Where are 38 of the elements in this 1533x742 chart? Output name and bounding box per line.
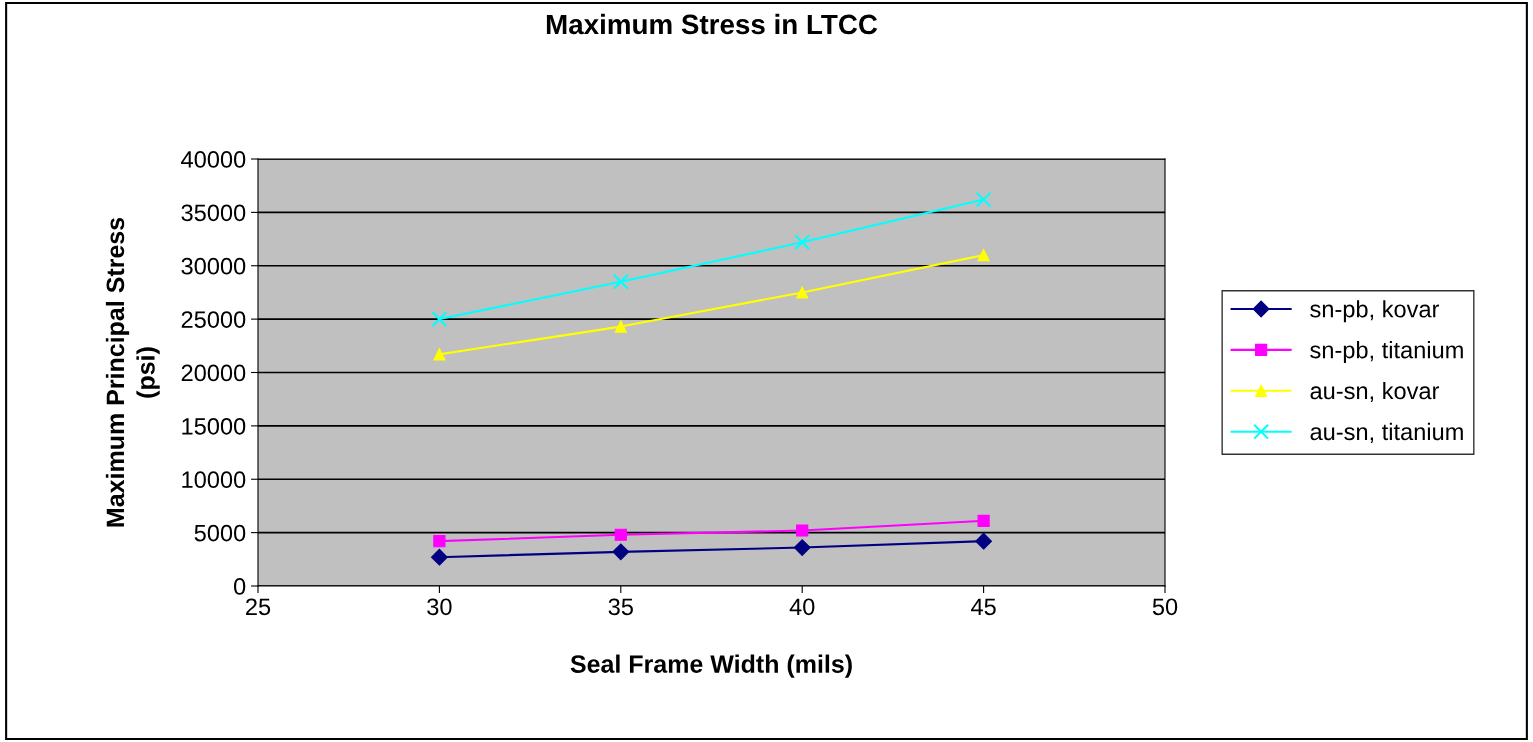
point — [977, 248, 990, 262]
y-tick-label: 5000 — [194, 524, 246, 542]
y-tick-label: 30000 — [181, 257, 246, 275]
x-tick-label: 30 — [427, 598, 452, 616]
y-tick-label: 40000 — [181, 151, 246, 168]
point — [793, 539, 811, 556]
point — [433, 535, 446, 548]
point — [430, 548, 448, 566]
point — [975, 532, 993, 550]
point — [796, 524, 809, 537]
legend-label: sn-pb, kovar — [1310, 300, 1440, 323]
legend-label: sn-pb, titanium — [1310, 341, 1463, 364]
point — [433, 348, 446, 361]
x-tick-label: 35 — [608, 598, 633, 616]
point — [614, 320, 627, 333]
x-tick-label: 40 — [789, 598, 815, 616]
point — [794, 234, 811, 251]
x-tick-label: 50 — [1152, 598, 1178, 616]
x-tick-label: 45 — [971, 598, 996, 616]
point — [614, 528, 627, 541]
y-axis-title: Maximum Principal Stress (psi) — [105, 217, 160, 527]
x-axis-title: Seal Frame Width (mils) — [570, 654, 852, 678]
y-tick-label: 35000 — [181, 204, 246, 222]
point — [612, 543, 630, 561]
y-tick-label: 10000 — [182, 471, 246, 489]
point — [612, 273, 629, 290]
y-tick-label: 20000 — [181, 364, 246, 382]
y-tick-label: 15000 — [182, 417, 246, 435]
legend-label: au-sn, titanium — [1310, 422, 1463, 443]
point — [431, 311, 448, 328]
point — [975, 191, 992, 208]
y-tick-label: 0 — [233, 578, 246, 595]
chart-title: Maximum Stress in LTCC — [546, 13, 878, 35]
point — [796, 286, 809, 299]
legend-label: au-sn, kovar — [1310, 381, 1440, 403]
x-tick-label: 25 — [246, 598, 271, 616]
point — [977, 514, 990, 527]
y-tick-label: 25000 — [181, 311, 246, 328]
